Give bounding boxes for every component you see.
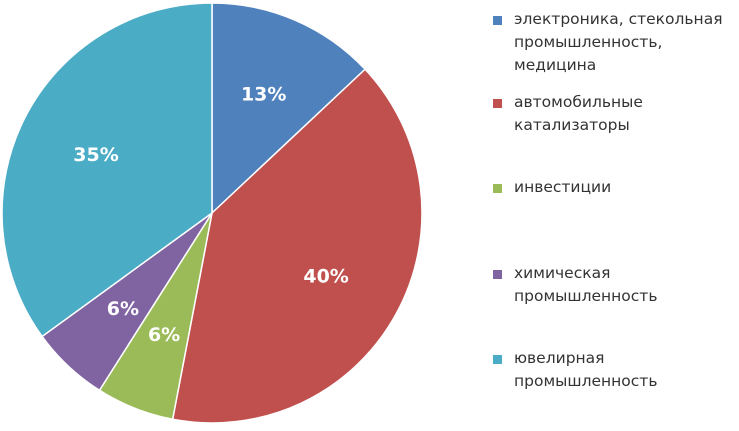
pie-slice-electronics <box>211 2 367 215</box>
legend-label-automotive: автомобильные катализаторы <box>514 93 643 134</box>
legend-label-investment: инвестиции <box>514 178 612 196</box>
pie-slices <box>1 2 423 424</box>
legend-swatch-electronics <box>493 16 502 25</box>
legend-label-chemical: химическая промышленность <box>514 264 658 305</box>
pie-chart: 13% 40% 6% 6% 35% <box>1 2 423 424</box>
legend-item-automotive: автомобильные катализаторы <box>493 91 643 137</box>
pie-slice-jewelry <box>1 2 213 338</box>
pie-data-labels: 13% 40% 6% 6% 35% <box>73 84 349 347</box>
data-label-jewelry: 35% <box>73 144 118 166</box>
pie-slice-automotive <box>171 68 423 424</box>
legend-item-electronics: электроника, стекольная промышленность, … <box>493 8 723 77</box>
legend-item-chemical: химическая промышленность <box>493 262 657 308</box>
data-label-automotive: 40% <box>303 266 348 288</box>
legend-swatch-jewelry <box>493 355 502 364</box>
legend-item-jewelry: ювелирная промышленность <box>493 347 657 393</box>
legend-label-electronics: электроника, стекольная промышленность, … <box>514 10 723 74</box>
legend-label-jewelry: ювелирная промышленность <box>514 349 658 390</box>
legend-item-investment: инвестиции <box>493 176 611 199</box>
data-label-electronics: 13% <box>241 84 286 106</box>
data-label-investment: 6% <box>148 324 180 346</box>
data-label-chemical: 6% <box>107 298 139 320</box>
legend-swatch-automotive <box>493 99 502 108</box>
legend-swatch-investment <box>493 184 502 193</box>
legend-swatch-chemical <box>493 270 502 279</box>
legend: электроника, стекольная промышленность, … <box>493 0 737 431</box>
